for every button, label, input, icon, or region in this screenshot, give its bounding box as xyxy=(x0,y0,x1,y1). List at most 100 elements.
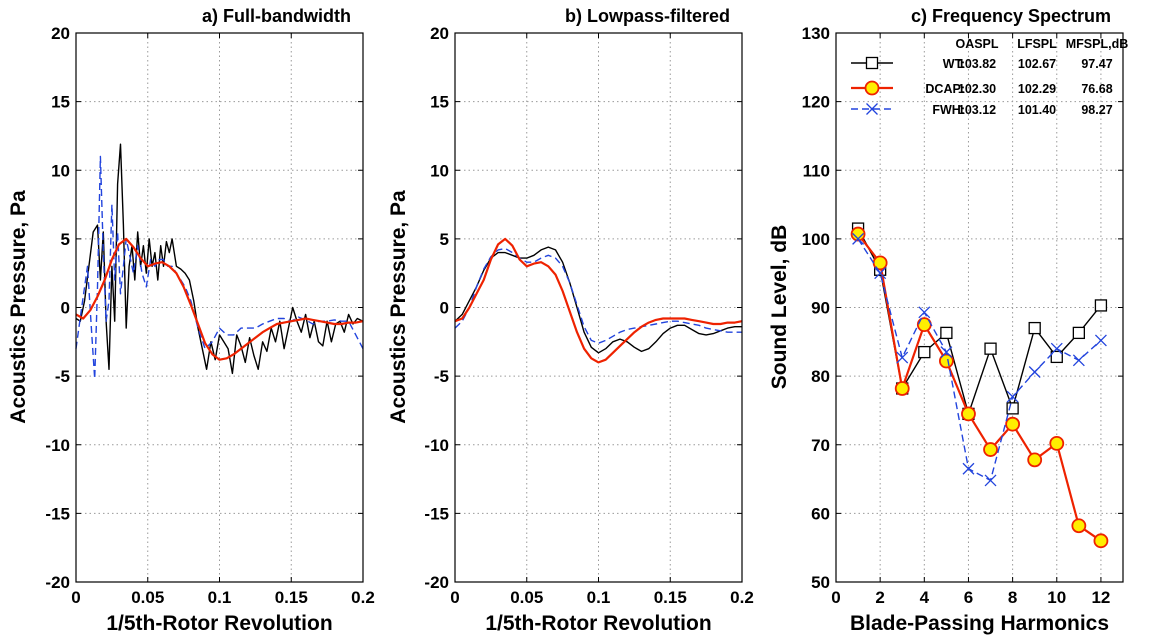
x-tick-label: 8 xyxy=(1008,588,1017,607)
data-point-2 xyxy=(940,346,953,359)
y-tick-label: -15 xyxy=(45,504,70,523)
legend-row-label: FWH: xyxy=(932,103,965,117)
series-line-2 xyxy=(454,237,743,364)
y-axis-label: Sound Level, dB xyxy=(768,225,791,390)
x-tick-label: 0.15 xyxy=(275,588,308,607)
chart-title: b) Lowpass-filtered xyxy=(565,6,730,26)
data-point-2 xyxy=(1072,354,1085,367)
y-tick-label: 90 xyxy=(811,299,830,318)
y-tick-label: -15 xyxy=(424,504,449,523)
data-point-0 xyxy=(984,342,997,355)
x-tick-label: 0 xyxy=(71,588,80,607)
y-tick-label: -5 xyxy=(434,367,449,386)
y-tick-label: 80 xyxy=(811,367,830,386)
data-point-0 xyxy=(940,326,953,340)
series-line-1 xyxy=(454,247,742,344)
y-tick-label: 0 xyxy=(61,299,70,318)
y-tick-label: 60 xyxy=(811,504,830,523)
data-point-2 xyxy=(1050,342,1063,355)
y-tick-label: 10 xyxy=(430,161,449,180)
x-tick-label: 0.05 xyxy=(131,588,164,607)
legend-column-header: LFSPL xyxy=(1017,37,1057,51)
series-line-1 xyxy=(857,233,1102,542)
data-point-1 xyxy=(1027,452,1043,468)
data-point-1 xyxy=(983,442,998,457)
legend-value: 103.82 xyxy=(958,57,996,71)
legend-marker-1 xyxy=(864,80,880,96)
x-tick-label: 0.2 xyxy=(351,588,375,607)
x-tick-label: 0 xyxy=(831,588,840,607)
data-point-0 xyxy=(1006,402,1019,415)
legend: OASPL LFSPL MFSPL,dB WT:103.82 102.67 97.47 DC… xyxy=(851,37,1128,117)
data-point-1 xyxy=(1071,518,1087,534)
panel-c: 0 2 4 6 8 10 12 50 60 70 80 90 100 110 120 130 c) Freque… xyxy=(768,6,1124,635)
series-line-0 xyxy=(454,246,742,354)
x-tick-label: 10 xyxy=(1047,588,1066,607)
chart-title: c) Frequency Spectrum xyxy=(911,6,1111,26)
x-tick-label: 0 xyxy=(450,588,459,607)
y-tick-label: 20 xyxy=(51,24,70,43)
chart-title: a) Full-bandwidth xyxy=(202,6,351,26)
legend-value: 102.67 xyxy=(1018,57,1056,71)
data-point-2 xyxy=(1028,366,1041,378)
y-tick-label: 5 xyxy=(440,230,449,249)
data-point-1 xyxy=(872,255,888,271)
panel-a: 0 0.05 0.1 0.15 0.2 -20 -15 -10 -5 0 5 10 15 20 a) Ful… xyxy=(7,6,375,635)
x-tick-label: 2 xyxy=(875,588,884,607)
y-tick-label: 110 xyxy=(803,161,830,180)
legend-column-header: MFSPL,dB xyxy=(1066,37,1129,51)
x-axis-label: 1/5th-Rotor Revolution xyxy=(485,612,711,635)
legend-row-label: DCAP: xyxy=(925,82,965,96)
legend-value: 102.30 xyxy=(958,82,996,96)
x-tick-label: 12 xyxy=(1091,588,1110,607)
x-tick-label: 4 xyxy=(920,588,930,607)
legend-marker-2 xyxy=(866,103,878,115)
y-tick-label: 0 xyxy=(440,299,449,318)
x-axis-label: Blade-Passing Harmonics xyxy=(850,612,1109,635)
y-tick-label: -10 xyxy=(424,436,449,455)
legend-value: 98.27 xyxy=(1081,103,1112,117)
data-point-2 xyxy=(896,351,909,364)
data-point-0 xyxy=(1028,321,1041,335)
y-tick-label: 100 xyxy=(802,230,830,249)
data-point-1 xyxy=(1049,435,1065,451)
data-point-2 xyxy=(918,306,931,319)
y-tick-label: 50 xyxy=(811,573,830,592)
y-tick-label: 15 xyxy=(51,93,70,112)
series-line-2 xyxy=(857,238,1102,482)
legend-value: 101.40 xyxy=(1018,103,1056,117)
x-tick-label: 0.1 xyxy=(208,588,232,607)
data-point-2 xyxy=(1006,390,1019,403)
y-tick-label: -20 xyxy=(424,573,449,592)
y-tick-label: 5 xyxy=(61,230,70,249)
legend-value: 76.68 xyxy=(1081,82,1112,96)
y-tick-label: -5 xyxy=(55,367,70,386)
data-point-2 xyxy=(962,462,975,475)
y-axis-label: Acoustics Pressure, Pa xyxy=(7,190,30,424)
data-point-0 xyxy=(1094,299,1108,312)
data-point-0 xyxy=(918,345,931,359)
x-tick-label: 0.15 xyxy=(654,588,687,607)
data-point-1 xyxy=(1005,416,1021,432)
data-point-0 xyxy=(1072,326,1085,340)
legend-value: 103.12 xyxy=(958,103,996,117)
data-point-2 xyxy=(852,232,865,245)
x-tick-label: 0.1 xyxy=(587,588,611,607)
data-point-1 xyxy=(1093,533,1109,549)
data-point-0 xyxy=(1050,350,1063,364)
legend-marker-0 xyxy=(865,56,879,70)
y-tick-label: 15 xyxy=(430,93,449,112)
legend-column-header: OASPL xyxy=(955,37,998,51)
series-line-0 xyxy=(75,143,364,375)
data-point-2 xyxy=(1094,334,1107,347)
x-tick-label: 0.05 xyxy=(510,588,543,607)
panel-b: 0 0.05 0.1 0.15 0.2 -20 -15 -10 -5 0 5 10 15 20 b) Low… xyxy=(387,6,754,635)
y-tick-label: 20 xyxy=(430,24,449,43)
data-point-2 xyxy=(874,267,887,280)
y-tick-label: 10 xyxy=(51,161,70,180)
y-tick-label: -20 xyxy=(45,573,70,592)
y-tick-label: 70 xyxy=(811,436,830,455)
data-point-1 xyxy=(961,406,976,422)
legend-row-label: WT: xyxy=(943,57,965,71)
